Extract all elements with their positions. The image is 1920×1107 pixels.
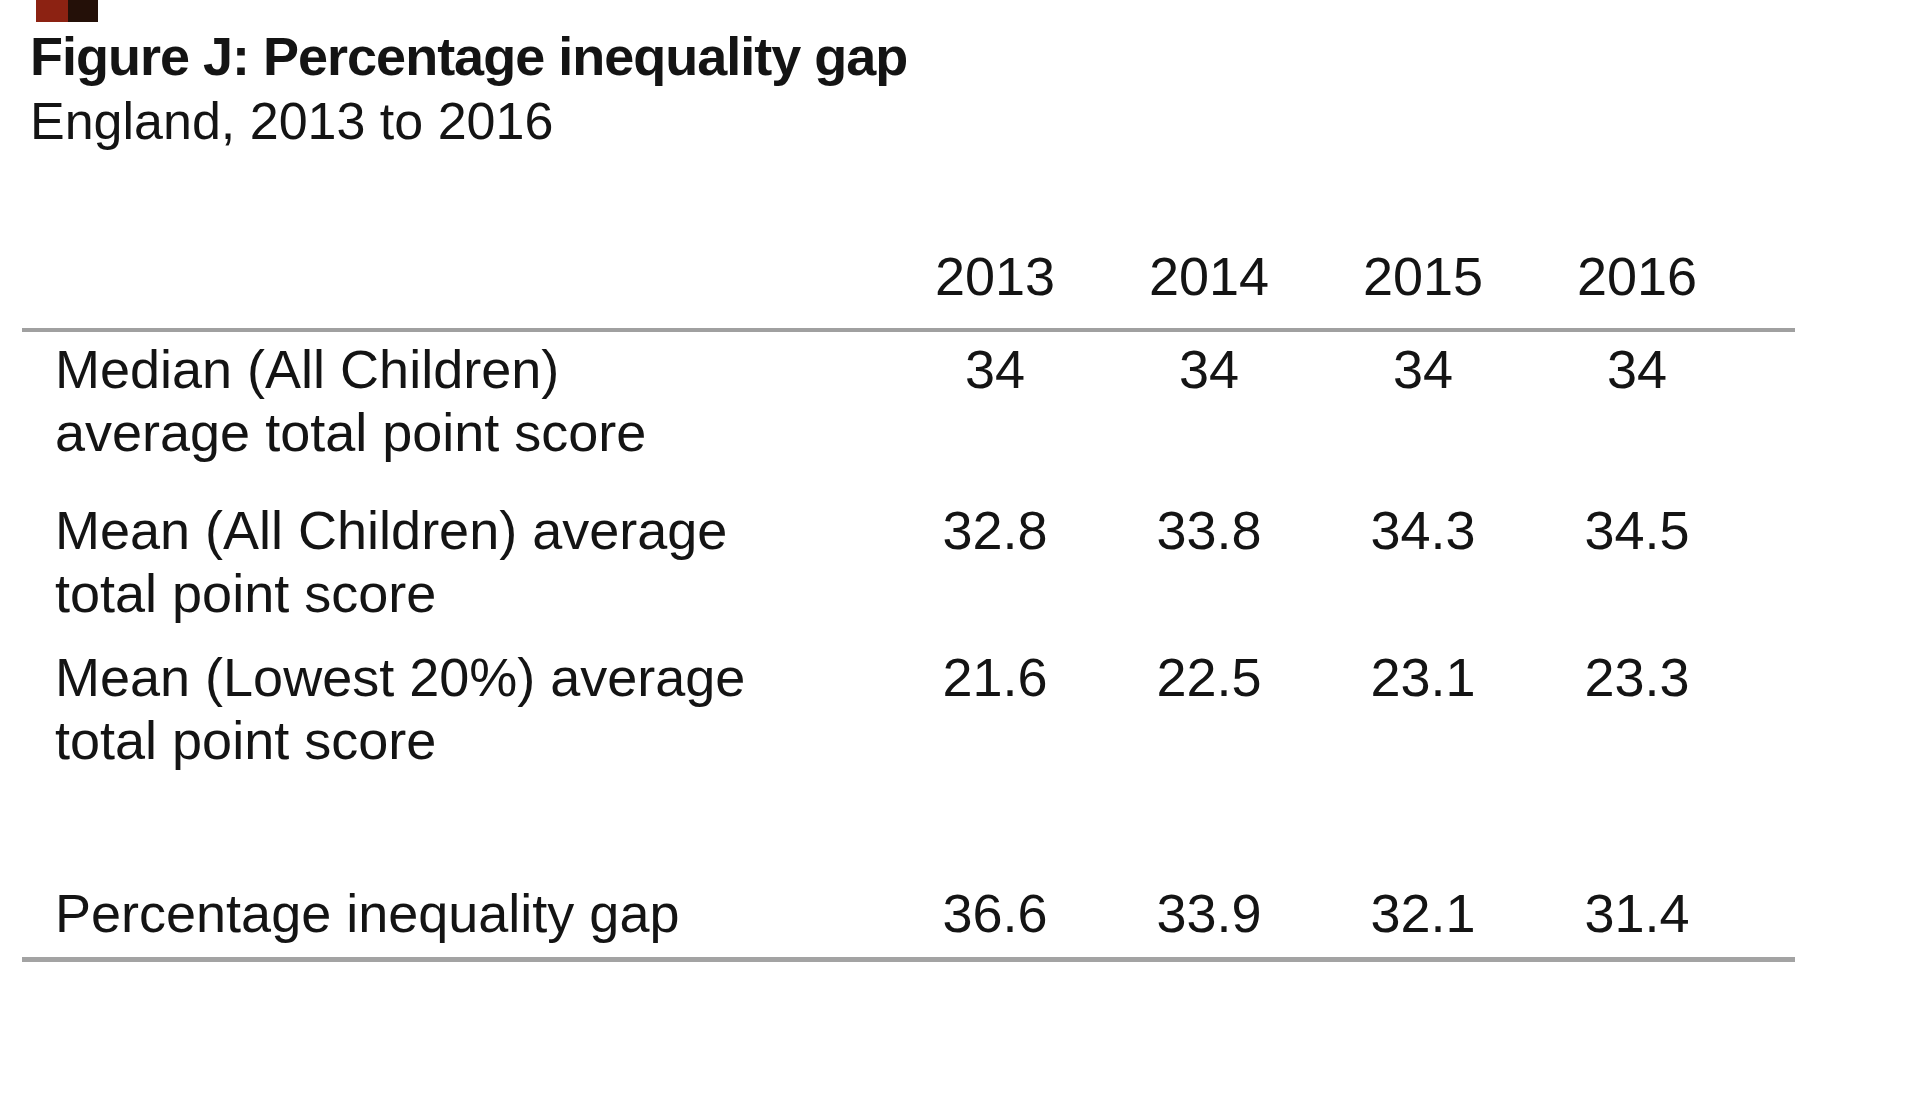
table-row: Percentage inequality gap 36.633.932.131.… — [22, 876, 1795, 959]
cell-value: 33.8 — [1102, 493, 1316, 640]
row-label: Mean (All Children) average total point … — [55, 499, 755, 625]
row-filler — [1744, 876, 1795, 959]
cell-value: 32.8 — [888, 493, 1102, 640]
year-header-2013: 2013 — [888, 228, 1102, 330]
row-label-cell: Mean (All Children) average total point … — [22, 493, 888, 640]
figure-title: Figure J: Percentage inequality gap — [30, 24, 907, 88]
cell-value: 21.6 — [888, 640, 1102, 876]
cell-value: 23.1 — [1316, 640, 1530, 876]
row-filler — [1744, 493, 1795, 640]
figure-subtitle: England, 2013 to 2016 — [30, 90, 553, 152]
row-label: Median (All Children) average total poin… — [55, 338, 755, 464]
table-row: Mean (Lowest 20%) average total point sc… — [22, 640, 1795, 876]
year-header-2015: 2015 — [1316, 228, 1530, 330]
cell-value: 23.3 — [1530, 640, 1744, 876]
header-label-spacer — [22, 228, 888, 330]
row-label-cell: Median (All Children) average total poin… — [22, 330, 888, 493]
cell-value: 22.5 — [1102, 640, 1316, 876]
table-row: Mean (All Children) average total point … — [22, 493, 1795, 640]
table-body: Median (All Children) average total poin… — [22, 330, 1795, 959]
row-label-cell: Percentage inequality gap — [22, 876, 888, 959]
cell-value: 34 — [1530, 330, 1744, 493]
row-label: Percentage inequality gap — [55, 882, 679, 945]
corner-artifact-mark — [36, 0, 98, 22]
year-header-2016: 2016 — [1530, 228, 1744, 330]
year-header-2014: 2014 — [1102, 228, 1316, 330]
row-label: Mean (Lowest 20%) average total point sc… — [55, 646, 755, 772]
inequality-gap-table: 2013201420152016 Median (All Children) a… — [22, 228, 1795, 962]
cell-value: 36.6 — [888, 876, 1102, 959]
cell-value: 31.4 — [1530, 876, 1744, 959]
row-filler — [1744, 330, 1795, 493]
cell-value: 34.5 — [1530, 493, 1744, 640]
figure-page: Figure J: Percentage inequality gap Engl… — [0, 0, 1920, 1107]
table-header-row: 2013201420152016 — [22, 228, 1795, 330]
table-row: Median (All Children) average total poin… — [22, 330, 1795, 493]
cell-value: 33.9 — [1102, 876, 1316, 959]
row-label-cell: Mean (Lowest 20%) average total point sc… — [22, 640, 888, 876]
cell-value: 34 — [1102, 330, 1316, 493]
row-filler — [1744, 640, 1795, 876]
cell-value: 34 — [1316, 330, 1530, 493]
cell-value: 34.3 — [1316, 493, 1530, 640]
header-filler — [1744, 228, 1795, 330]
cell-value: 32.1 — [1316, 876, 1530, 959]
cell-value: 34 — [888, 330, 1102, 493]
table-header: 2013201420152016 — [22, 228, 1795, 330]
